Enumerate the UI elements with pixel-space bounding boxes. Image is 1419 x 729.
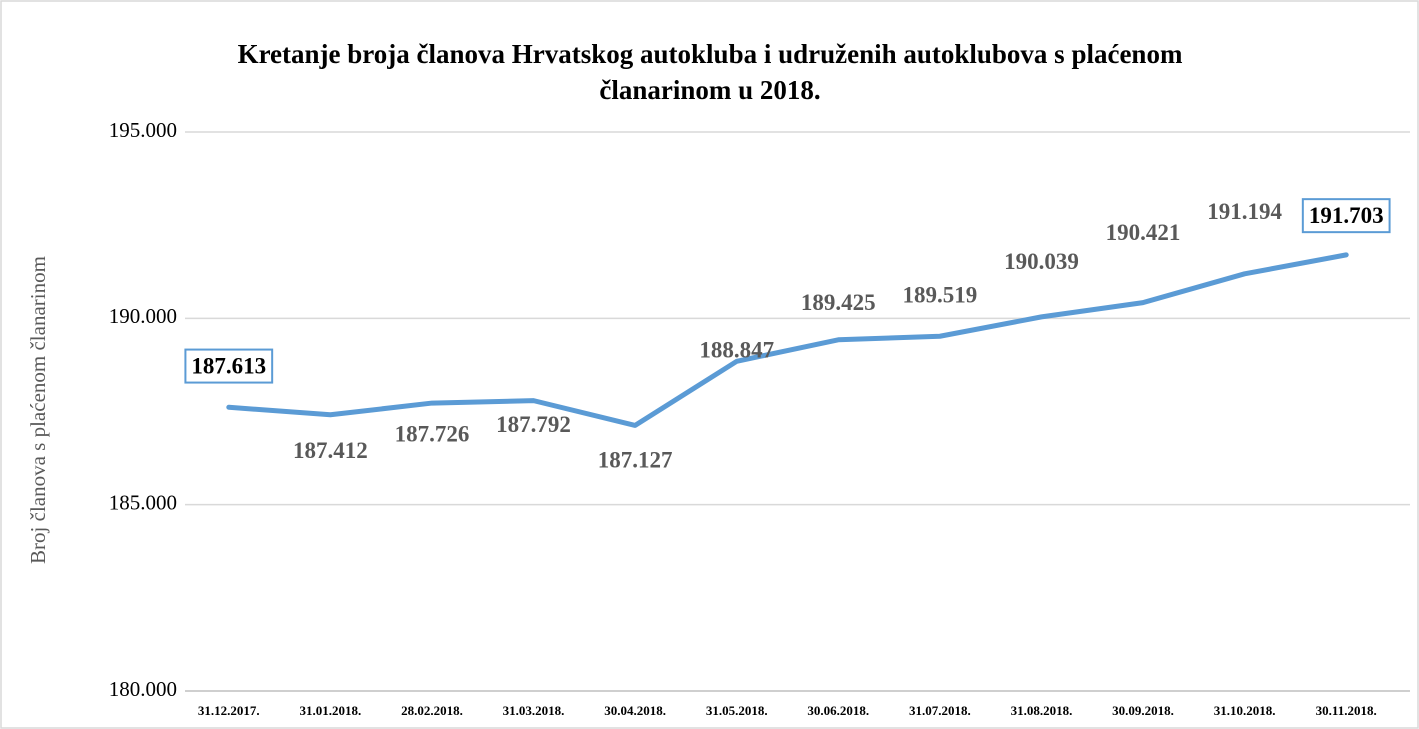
data-label: 190.421 xyxy=(1106,220,1181,245)
data-label-box xyxy=(1301,198,1391,234)
data-label: 190.039 xyxy=(1004,249,1079,274)
x-tick-label: 31.03.2018. xyxy=(503,703,565,718)
x-tick-label: 31.10.2018. xyxy=(1214,703,1276,718)
data-label: 191.194 xyxy=(1207,199,1282,224)
x-tick-label: 30.11.2018. xyxy=(1316,703,1377,718)
x-tick-label: 31.01.2018. xyxy=(300,703,362,718)
data-label: 191.703 xyxy=(1309,203,1384,228)
y-tick-label: 195.000 xyxy=(109,118,177,142)
x-tick-label: 30.09.2018. xyxy=(1112,703,1174,718)
x-tick-label: 31.07.2018. xyxy=(909,703,971,718)
y-tick-label: 185.000 xyxy=(109,490,177,514)
data-label: 187.726 xyxy=(395,421,470,446)
data-label: 187.792 xyxy=(496,412,571,437)
data-label: 189.425 xyxy=(801,290,876,315)
x-tick-label: 30.06.2018. xyxy=(807,703,869,718)
chart-title: članarinom u 2018. xyxy=(599,75,820,105)
x-tick-label: 31.12.2017. xyxy=(198,703,260,718)
y-axis-label: Broj članova s plaćenom članarinom xyxy=(26,256,50,564)
data-label: 187.412 xyxy=(293,438,368,463)
y-tick-label: 180.000 xyxy=(109,677,177,701)
data-label: 187.127 xyxy=(598,448,673,473)
line xyxy=(226,252,1349,428)
chart-title: Kretanje broja članova Hrvatskog autoklu… xyxy=(238,39,1183,69)
x-tick-label: 31.08.2018. xyxy=(1011,703,1073,718)
data-label: 189.519 xyxy=(903,283,978,308)
x-tick-label: 30.04.2018. xyxy=(604,703,666,718)
x-tick-label: 31.05.2018. xyxy=(706,703,768,718)
x-tick-label: 28.02.2018. xyxy=(401,703,463,718)
data-label: 188.847 xyxy=(699,338,774,363)
data-label-box xyxy=(184,348,274,384)
data-label: 187.613 xyxy=(191,354,266,379)
y-tick-label: 190.000 xyxy=(109,304,177,328)
